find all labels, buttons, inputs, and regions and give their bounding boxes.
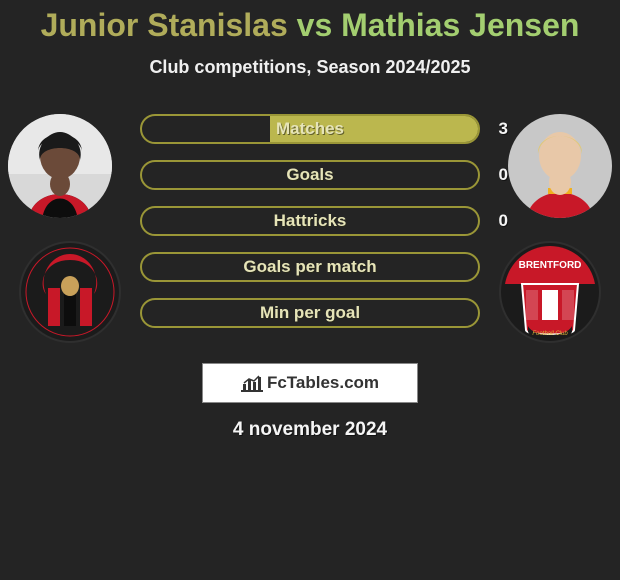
generated-date: 4 november 2024	[0, 419, 620, 441]
chart-icon	[241, 374, 263, 392]
stats-area: BRENTFORD Football Club Matches3Goals0Ha…	[0, 114, 620, 349]
bar-label: Goals	[286, 165, 333, 185]
player1-photo	[8, 114, 112, 218]
vs-text: vs	[297, 7, 333, 43]
bar-value-right: 0	[499, 165, 508, 185]
comparison-title: Junior Stanislas vs Mathias Jensen	[0, 0, 620, 43]
svg-text:BRENTFORD: BRENTFORD	[519, 260, 582, 271]
stat-bar: Min per goal	[140, 298, 480, 328]
player2-photo	[508, 114, 612, 218]
bar-label: Hattricks	[274, 211, 347, 231]
fctables-badge: FcTables.com	[202, 363, 418, 403]
bar-label: Goals per match	[243, 257, 376, 277]
stat-bars-container: Matches3 Goals0 Hattricks0 Goals per match M…	[140, 114, 480, 344]
player2-name: Mathias Jensen	[341, 7, 579, 43]
player1-name: Junior Stanislas	[41, 7, 288, 43]
bar-label: Matches	[276, 119, 344, 139]
svg-text:Football Club: Football Club	[532, 331, 568, 337]
stat-bar: Goals0	[140, 160, 480, 190]
fctables-text: FcTables.com	[267, 373, 379, 393]
stat-bar: Goals per match	[140, 252, 480, 282]
bar-value-right: 3	[499, 119, 508, 139]
stat-bar: Matches3	[140, 114, 480, 144]
stat-bar: Hattricks0	[140, 206, 480, 236]
player2-club-logo: BRENTFORD Football Club	[498, 240, 602, 344]
bar-value-right: 0	[499, 211, 508, 231]
bar-label: Min per goal	[260, 303, 360, 323]
subtitle: Club competitions, Season 2024/2025	[0, 57, 620, 78]
player1-club-logo	[18, 240, 122, 344]
